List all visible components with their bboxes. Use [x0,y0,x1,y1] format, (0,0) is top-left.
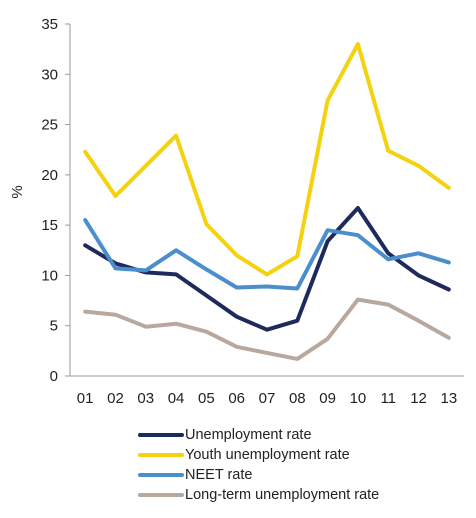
x-tick-label: 06 [228,390,245,407]
series-line-0 [83,206,451,332]
x-tick-label: 10 [350,390,367,407]
legend-label: NEET rate [185,467,253,483]
y-tick-label: 0 [50,368,58,385]
x-tick-label: 11 [380,390,396,407]
series-line-3 [83,297,451,361]
x-tick-label: 13 [441,390,458,407]
x-tick-label: 07 [259,390,276,407]
series-line-2 [83,218,451,291]
x-tick-label: 03 [137,390,154,407]
legend-item: Long-term unemployment rate [138,485,379,505]
legend-swatch [138,433,184,437]
legend: Unemployment rate Youth unemployment rate… [138,425,379,505]
legend-swatch [138,493,184,497]
x-tick-label: 04 [168,390,185,407]
x-tick-label: 01 [77,390,94,407]
legend-label: Youth unemployment rate [185,447,350,463]
legend-item: NEET rate [138,465,379,485]
series-line-1 [83,42,451,277]
x-tick-label: 05 [198,390,215,407]
y-tick-label: 15 [41,217,58,234]
x-tick-label: 08 [289,390,306,407]
legend-label: Long-term unemployment rate [185,487,380,503]
x-tick-label: 02 [107,390,124,407]
y-tick-label: 20 [41,167,58,184]
series-lines [83,42,451,361]
legend-item: Unemployment rate [138,425,379,445]
y-tick-label: 30 [41,66,58,83]
y-tick-label: 25 [41,117,58,134]
x-tick-label: 09 [319,390,336,407]
y-tick-label: 35 [41,16,58,33]
legend-swatch [138,453,184,457]
y-tick-label: 10 [41,267,58,284]
x-tick-label: 12 [410,390,427,407]
legend-label: Unemployment rate [185,427,312,443]
y-axis-label: % [9,185,26,198]
y-tick-label: 5 [50,318,58,335]
legend-item: Youth unemployment rate [138,445,379,465]
legend-swatch [138,473,184,477]
